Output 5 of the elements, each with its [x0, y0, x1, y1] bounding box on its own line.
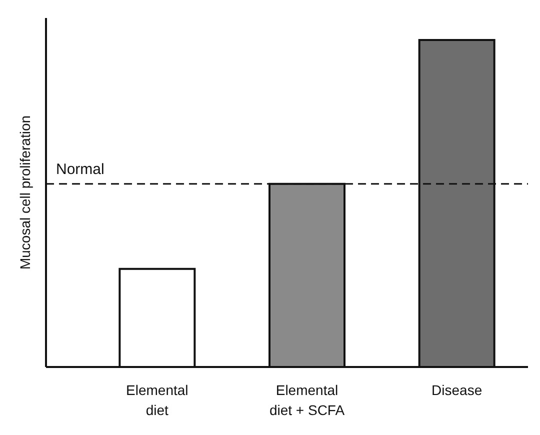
x-tick-label: Elemental diet + SCFA — [269, 382, 346, 418]
x-tick-label: Elemental diet — [126, 382, 188, 418]
ref-line-label: Normal — [56, 160, 104, 178]
y-axis-title: Mucosal cell proliferation — [17, 115, 33, 270]
x-tick-label: Disease — [432, 382, 482, 398]
